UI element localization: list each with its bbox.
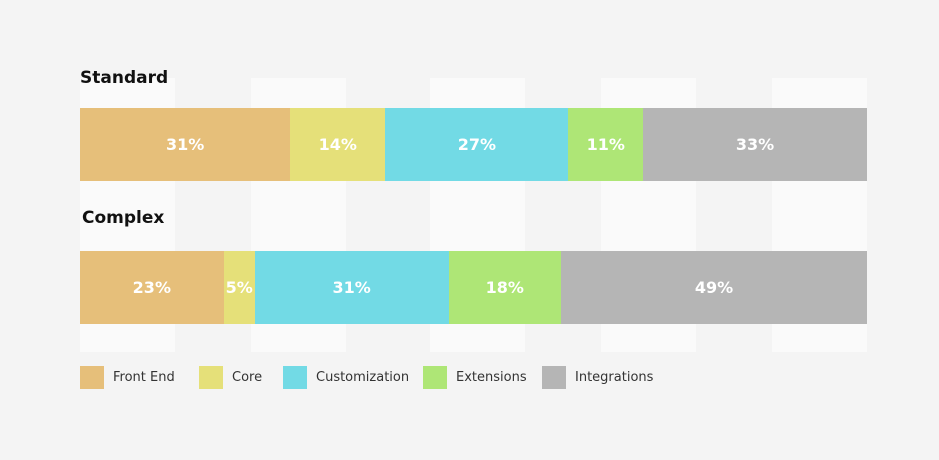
bar-segment-integrations: 33% [643,108,867,181]
legend-label: Front End [113,370,175,385]
bar-segment-integrations: 49% [560,251,867,324]
legend-swatch [283,366,307,389]
bar-segment-customization: 27% [385,108,569,181]
bar-segment-front-end: 23% [80,251,224,324]
legend-item-customization: Customization [283,366,409,389]
legend-item-extensions: Extensions [423,366,527,389]
bar-segment-core: 5% [223,251,255,324]
legend-item-integrations: Integrations [542,366,653,389]
bar-segment-core: 14% [290,108,386,181]
legend-label: Customization [316,370,410,385]
legend-swatch [199,366,223,389]
bar-row-standard: 31% 14% 27% 11% 33% [80,108,867,181]
group-title-standard: Standard [80,68,169,88]
legend-swatch [80,366,104,389]
group-title-complex: Complex [82,208,165,228]
bar-segment-customization: 31% [254,251,449,324]
legend-swatch [542,366,566,389]
legend-label: Core [232,370,263,385]
bar-row-complex: 23% 5% 31% 18% 49% [80,251,867,324]
legend-swatch [423,366,447,389]
legend-label: Extensions [456,370,527,385]
bar-segment-front-end: 31% [80,108,291,181]
legend-item-core: Core [199,366,262,389]
bar-segment-extensions: 18% [448,251,561,324]
bar-segment-extensions: 11% [568,108,644,181]
legend-label: Integrations [575,370,654,385]
legend-item-front-end: Front End [80,366,175,389]
